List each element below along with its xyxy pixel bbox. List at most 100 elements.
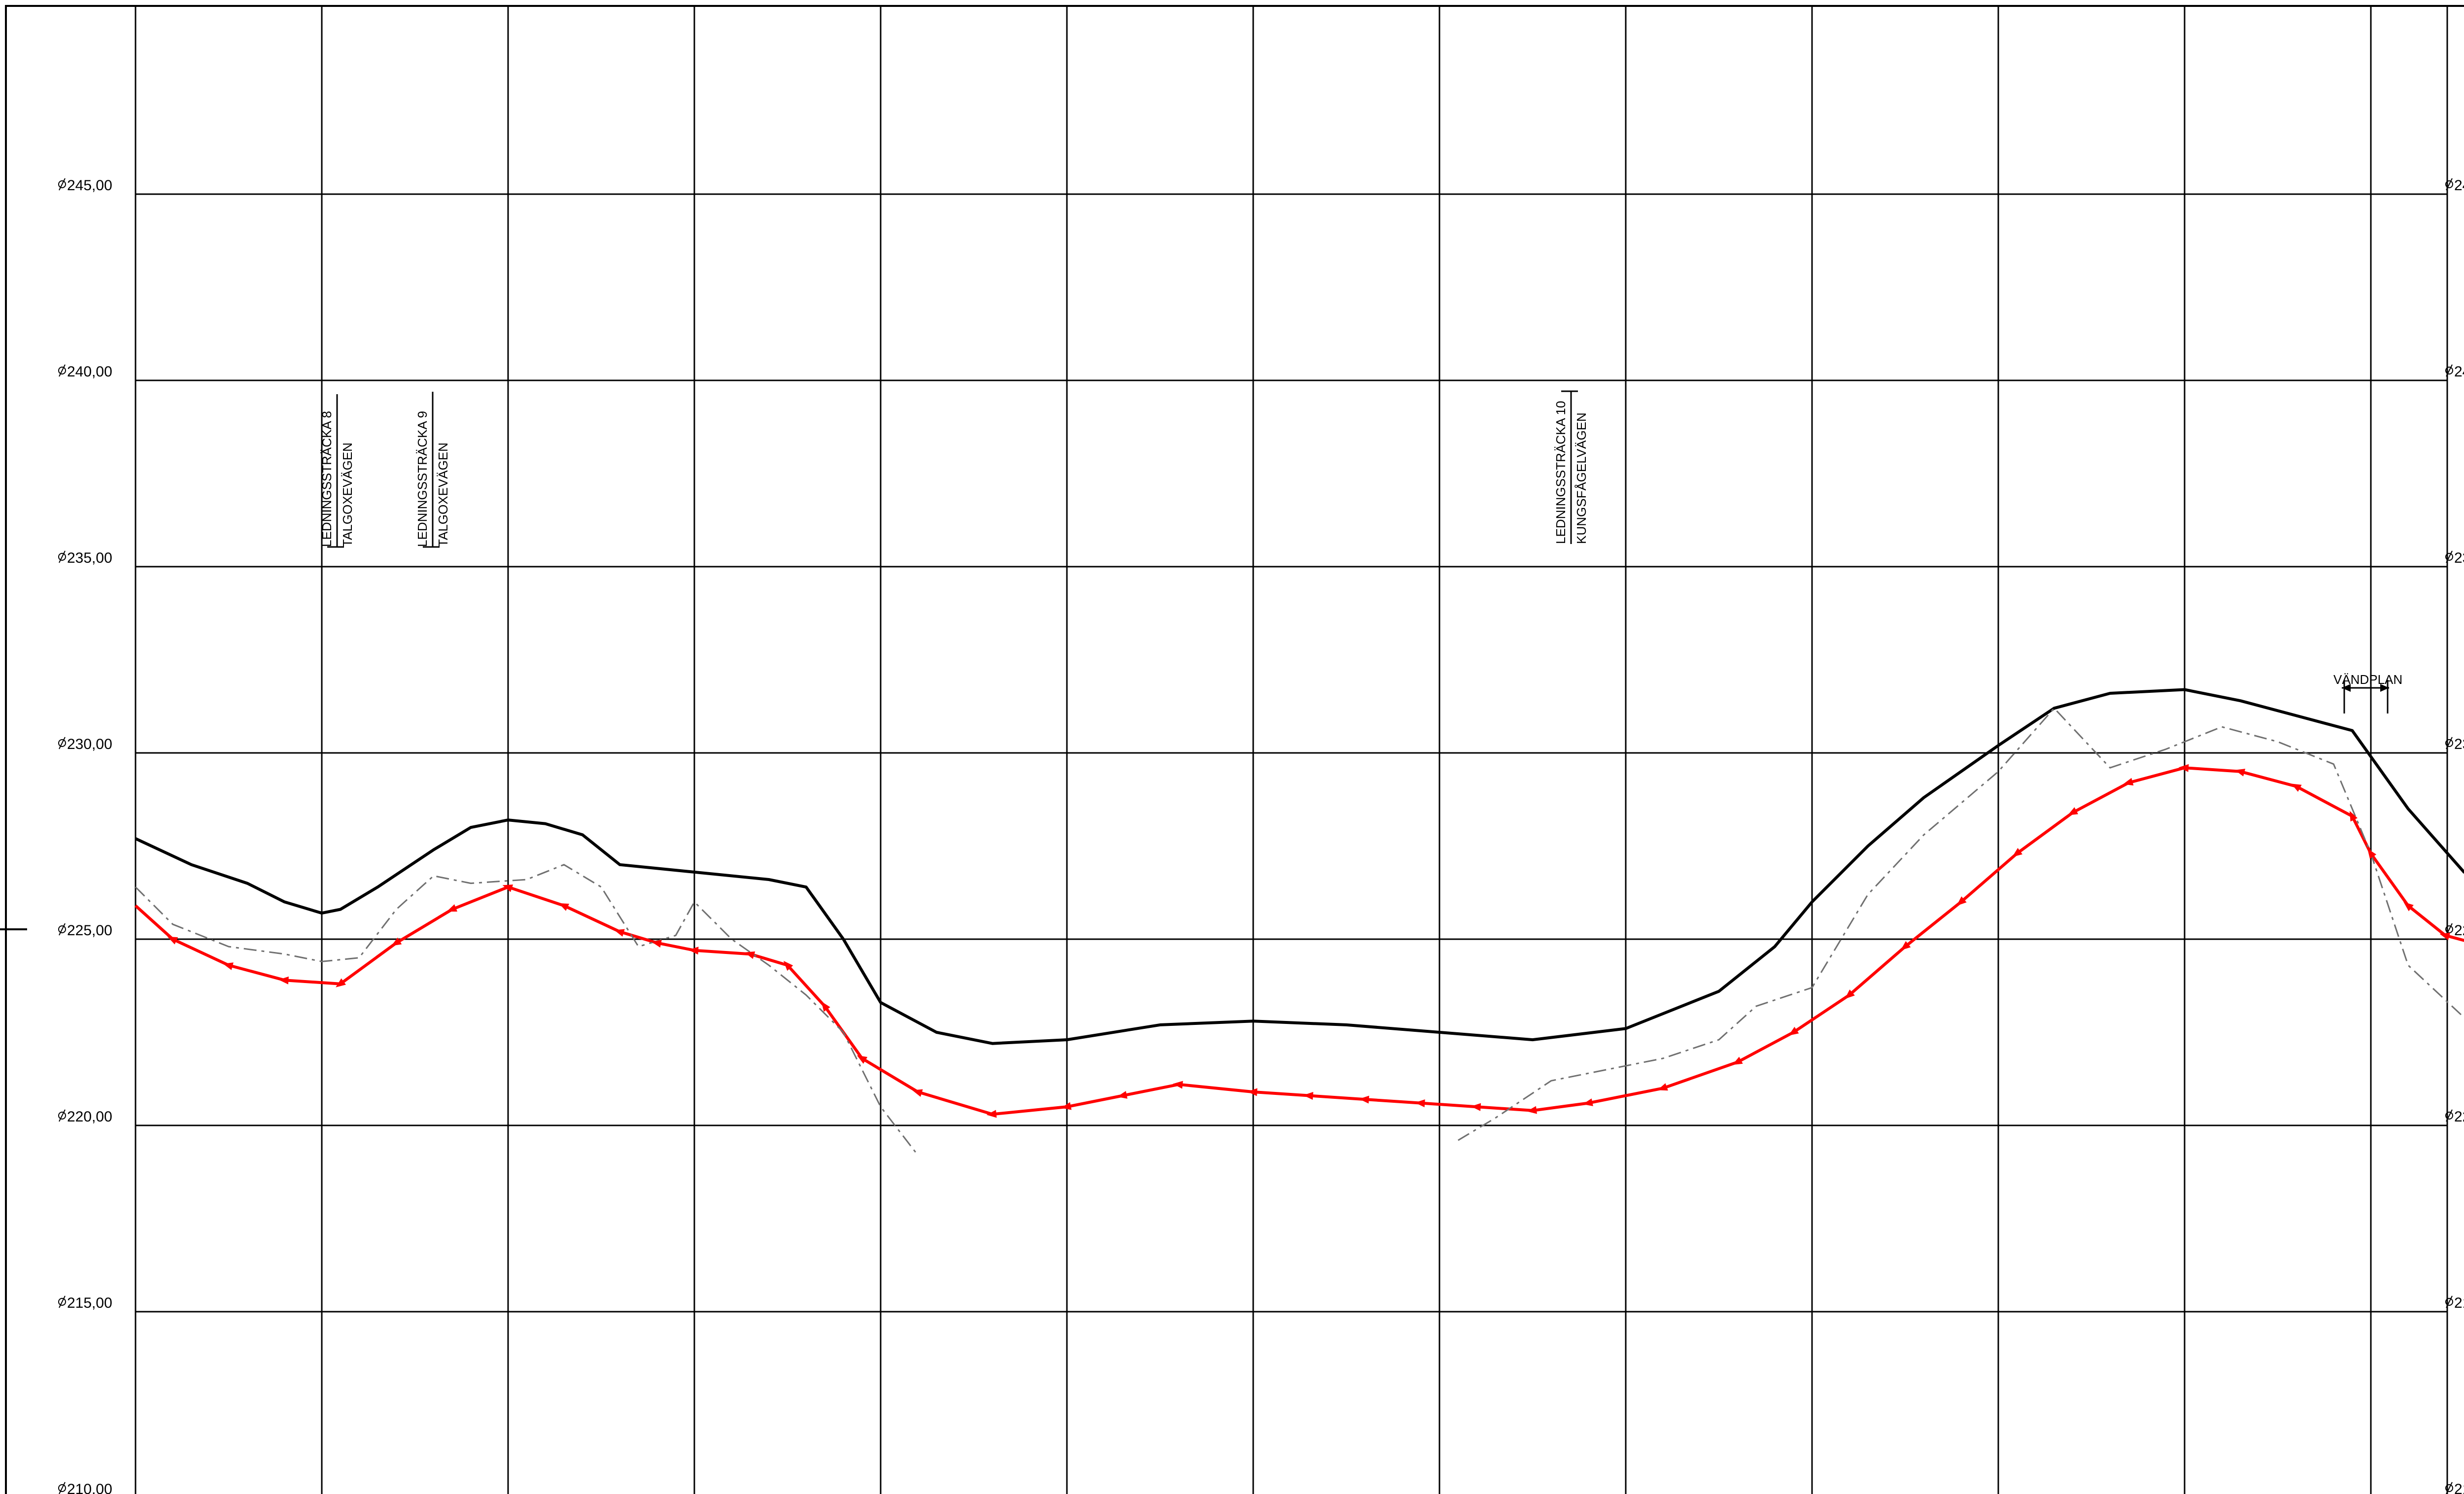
pipe-flow-arrow [1415, 1099, 1425, 1108]
pipe-flow-arrow [1900, 941, 1911, 951]
pipe-flow-arrow [1956, 896, 1967, 906]
elevation-marker-icon [2445, 553, 2453, 561]
elevation-marker-slash [2446, 1295, 2453, 1308]
elevation-marker-icon [2445, 180, 2453, 188]
elevation-label-right: 235,00 [2445, 550, 2464, 566]
existing-ground-line [135, 864, 919, 1156]
elevation-labels: 245,00 240,00 235,00 230,00 225,00 220,00 215,… [58, 177, 2464, 1494]
elevation-label-text: 210,00 [2454, 1481, 2464, 1494]
pipe-flow-arrow [614, 929, 625, 937]
elevation-marker-slash [2446, 1109, 2453, 1122]
pipe-flow-arrow [856, 1055, 868, 1064]
annotation-ledningsstracka-8: LEDNINGSSTRÄCKA 8 TALGOXEVÄGEN [319, 394, 355, 548]
elevation-label-text: 230,00 [2454, 736, 2464, 752]
elevation-marker-slash [59, 737, 66, 749]
pipe-profile-line [134, 766, 2464, 1116]
pipe-flow-arrow [2179, 764, 2189, 772]
elevation-label-text: 215,00 [2454, 1295, 2464, 1311]
elevation-marker-slash [2446, 550, 2453, 563]
elevation-label-right: 215,00 [2445, 1295, 2464, 1311]
pipe-flow-arrow [744, 951, 755, 959]
elevation-label-left: 240,00 [58, 364, 112, 380]
pipe-flow-arrow [167, 936, 178, 945]
pipe-flow-arrow [651, 940, 662, 948]
pipe-flow-arrow [986, 1110, 997, 1118]
elevation-label-right: 245,00 [2445, 177, 2464, 194]
pipe-flow-arrow [1732, 1056, 1743, 1065]
grid [135, 6, 2448, 1494]
elevation-label-text: 210,00 [67, 1481, 112, 1494]
pipe-flow-arrow [688, 947, 699, 955]
pipe-flow-arrow [558, 903, 570, 911]
elevation-label-left: 215,00 [58, 1295, 112, 1311]
elevation-marker-slash [59, 364, 66, 377]
pipe-flow-arrow [391, 937, 402, 946]
elevation-marker-icon [2445, 1484, 2453, 1492]
pipe-flow-arrows [167, 764, 2450, 1118]
pipe-flow-arrow [502, 884, 513, 892]
pipe-flow-arrow [2291, 783, 2302, 792]
vandplan-arrow-left [2342, 684, 2351, 692]
annotation-line1: LEDNINGSSTRÄCKA 8 [319, 411, 334, 547]
pipe-flow-arrow [278, 976, 289, 985]
terrain-surface-line [135, 688, 2464, 1045]
pipe-flow-arrow [783, 961, 793, 971]
pipe-flow-arrow [1359, 1095, 1369, 1104]
elevation-marker-slash [59, 1295, 66, 1308]
pipe-flow-arrow [2067, 807, 2079, 815]
elevation-label-left: 210,00 [58, 1481, 112, 1494]
pipe-flow-arrow [1657, 1083, 1668, 1091]
annotation-line2: KUNGSFÅGELVÄGEN [1574, 412, 1589, 544]
pipe-flow-arrow [1471, 1103, 1481, 1111]
elevation-marker-slash [2446, 178, 2453, 191]
vandplan-marker: VÄNDPLAN [2333, 672, 2402, 713]
pipe-flow-arrow [2234, 769, 2246, 777]
elevation-label-text: 245,00 [2454, 177, 2464, 194]
elevation-label-right: 230,00 [2445, 736, 2464, 752]
elevation-label-text: 220,00 [2454, 1109, 2464, 1125]
pipe-flow-arrow [2123, 778, 2134, 786]
elevation-marker-icon [58, 1298, 66, 1306]
pipe-flow-arrow [1172, 1081, 1183, 1089]
elevation-label-text: 235,00 [2454, 550, 2464, 566]
pipe-flow-arrow [2403, 902, 2414, 912]
elevation-label-text: 235,00 [67, 550, 112, 566]
elevation-marker-icon [58, 925, 66, 933]
elevation-marker-slash [59, 178, 66, 191]
elevation-label-right: 240,00 [2445, 364, 2464, 380]
elevation-label-text: 225,00 [2454, 922, 2464, 939]
elevation-marker-slash [59, 1482, 66, 1494]
pipe-flow-arrow [1582, 1098, 1593, 1106]
pipe-flow-arrow [912, 1089, 923, 1097]
pipe-flow-arrow [223, 962, 234, 970]
elevation-label-left: 230,00 [58, 736, 112, 752]
pipe-flow-arrow [1303, 1092, 1313, 1100]
elevation-marker-icon [2445, 1298, 2453, 1306]
elevation-label-left: 245,00 [58, 177, 112, 194]
elevation-label-text: 225,00 [67, 922, 112, 939]
elevation-label-left: 235,00 [58, 550, 112, 566]
elevation-marker-icon [58, 739, 66, 747]
elevation-label-text: 230,00 [67, 736, 112, 752]
elevation-marker-slash [59, 1109, 66, 1122]
elevation-marker-icon [2445, 367, 2453, 374]
elevation-marker-icon [58, 180, 66, 188]
elevation-marker-slash [59, 550, 66, 563]
annotation-line1: LEDNINGSSTRÄCKA 9 [415, 411, 430, 547]
pipe-flow-arrow [2012, 848, 2022, 857]
vandplan-arrow-right [2380, 684, 2389, 692]
elevation-marker-icon [58, 1484, 66, 1492]
pipe-flow-arrow [1247, 1088, 1258, 1096]
elevation-marker-icon [58, 367, 66, 374]
pipe-flow-arrow [2439, 932, 2450, 941]
elevation-label-left: 220,00 [58, 1109, 112, 1125]
elevation-label-text: 240,00 [2454, 364, 2464, 380]
profile-lines [134, 688, 2464, 1156]
elevation-marker-slash [2446, 1482, 2453, 1494]
elevation-marker-slash [2446, 364, 2453, 377]
elevation-marker-icon [2445, 1112, 2453, 1120]
elevation-label-text: 215,00 [67, 1295, 112, 1311]
elevation-label-text: 245,00 [67, 177, 112, 194]
